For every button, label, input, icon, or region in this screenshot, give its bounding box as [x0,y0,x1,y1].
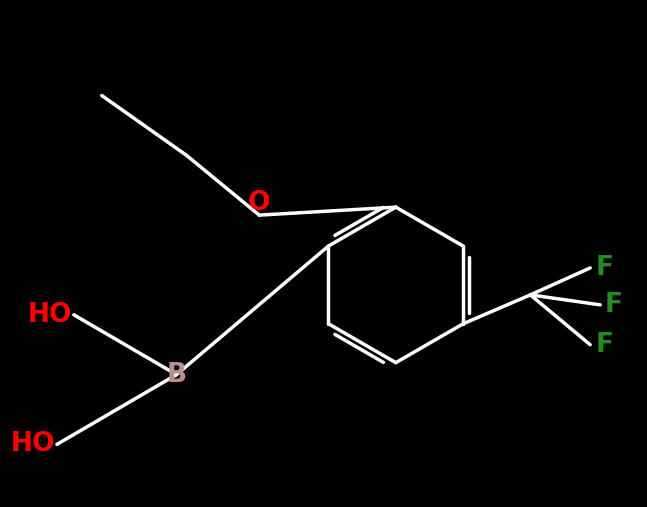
Text: O: O [248,190,270,216]
Text: HO: HO [10,431,55,457]
Text: B: B [166,361,186,388]
Text: HO: HO [27,302,72,328]
Text: F: F [595,332,613,358]
Text: F: F [595,255,613,281]
Text: F: F [605,292,623,318]
